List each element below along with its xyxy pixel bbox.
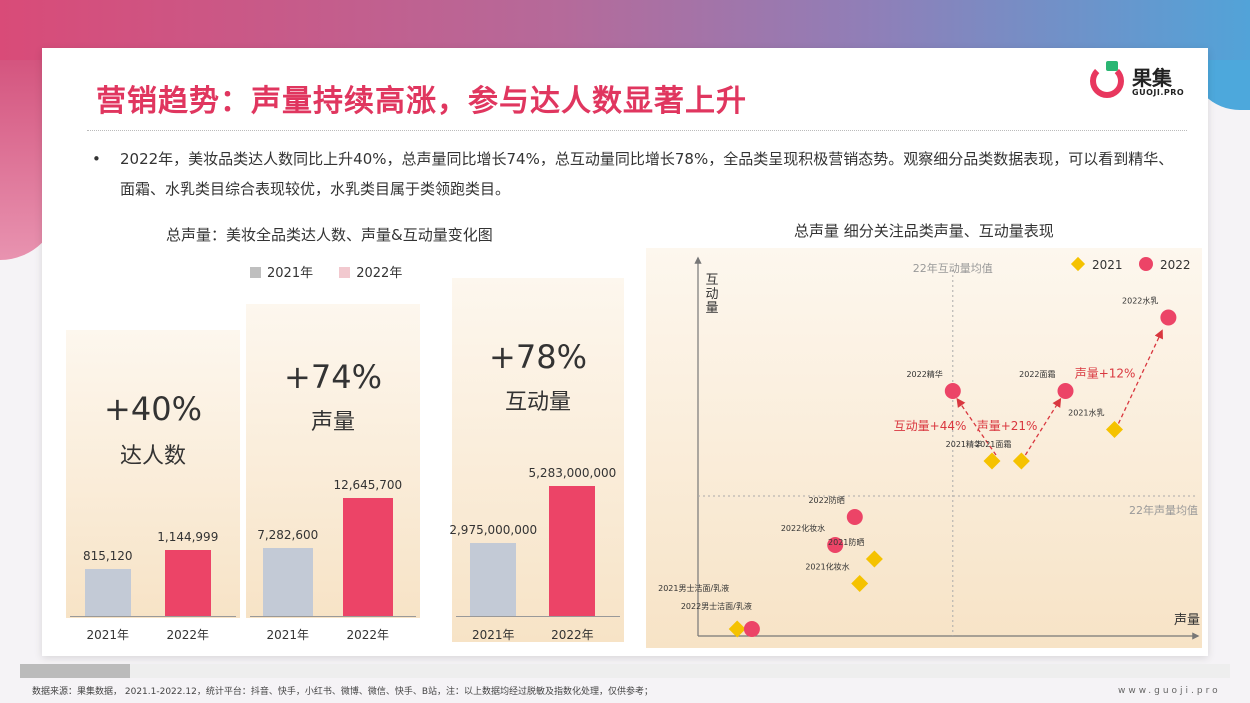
point-label: 2021男士洁面/乳液 <box>658 583 729 593</box>
bar-value-label: 2,975,000,000 <box>449 522 538 537</box>
scatter-chart: 声量 互动量 22年互动量均值 22年声量均值 2021 2022 声量+12% 声量+21%… <box>658 256 1200 640</box>
summary-text: 2022年，美妆品类达人数同比上升40%，总声量同比增长74%，总互动量同比增长… <box>120 150 1174 198</box>
data-source-note: 数据来源：果集数据， 2021.1-2022.12，统计平台：抖音、快手，小红书… <box>32 687 653 697</box>
bar-value-label: 815,120 <box>82 549 133 563</box>
growth-percent: +78% <box>489 338 587 376</box>
legend-label-2022: 2022 <box>1160 258 1191 272</box>
legend-swatch-2022 <box>339 267 351 278</box>
growth-annotation: 声量+21% <box>977 419 1038 433</box>
point-2021化妆水 <box>851 575 869 592</box>
point-2021精华 <box>983 452 1001 470</box>
point-label: 2022防晒 <box>808 495 844 505</box>
page-title: 营销趋势：声量持续高涨，参与达人数显著上升 <box>96 84 747 119</box>
point-2022精华 <box>944 383 961 399</box>
scatter-panel: 声量 互动量 22年互动量均值 22年声量均值 2021 2022 声量+12% 声量+21%… <box>646 248 1202 648</box>
point-2021水乳 <box>1106 421 1123 438</box>
title-divider <box>87 130 1187 131</box>
growth-arrow <box>1024 397 1062 456</box>
bar-legend: 2021年 2022年 <box>250 262 402 281</box>
metric-label: 达人数 <box>119 444 186 469</box>
metric-label: 互动量 <box>504 390 571 415</box>
point-2021面霜 <box>1012 452 1030 470</box>
point-label: 2021化妆水 <box>805 562 849 572</box>
x-tick-label: 2022年 <box>346 628 390 642</box>
point-label: 2022精华 <box>906 369 942 379</box>
growth-percent: +74% <box>284 358 382 396</box>
bar-chart-title: 总声量：美妆全品类达人数、声量&互动量变化图 <box>166 226 493 244</box>
point-2022防晒 <box>846 509 863 525</box>
bullet-icon: • <box>92 150 101 168</box>
logo-subtext: GUOJI.PRO <box>1132 88 1185 97</box>
y-axis-label: 互动量 <box>705 273 718 316</box>
scatter-title: 总声量 细分关注品类声量、互动量表现 <box>794 222 1054 240</box>
x-axis-label: 声量 <box>1174 613 1200 628</box>
point-2022水乳 <box>1160 309 1177 326</box>
bar-baseline <box>250 616 416 617</box>
content-card: 营销趋势：声量持续高涨，参与达人数显著上升 果集 GUOJI.PRO • 202… <box>42 48 1208 656</box>
bar-2021年 <box>262 548 313 616</box>
growth-arrow <box>1117 329 1163 424</box>
logo-text: 果集 <box>1132 66 1172 90</box>
bar-2022年 <box>164 550 211 616</box>
footer-url: www.guoji.pro <box>1118 686 1221 696</box>
bar-value-label: 1,144,999 <box>157 530 219 544</box>
point-2022面霜 <box>1057 383 1074 399</box>
bar-value-label: 7,282,600 <box>257 528 319 543</box>
bar-2021年 <box>470 542 517 616</box>
legend-marker-2022 <box>1139 257 1153 271</box>
x-reference-label: 22年互动量均值 <box>913 261 993 275</box>
bar-2021年 <box>84 569 131 616</box>
metric-label: 声量 <box>310 410 355 435</box>
x-tick-label: 2021年 <box>266 628 310 642</box>
x-tick-label: 2022年 <box>551 628 594 642</box>
bar-2022年 <box>342 498 393 616</box>
point-label: 2022化妆水 <box>781 523 825 533</box>
footer-bar-accent <box>20 664 130 678</box>
point-label: 2021水乳 <box>1068 408 1104 418</box>
growth-percent: +40% <box>104 390 202 428</box>
y-reference-label: 22年声量均值 <box>1129 503 1198 517</box>
brand-logo: 果集 GUOJI.PRO <box>1090 61 1200 102</box>
point-label: 2022男士洁面/乳液 <box>681 601 752 611</box>
legend-swatch-2021 <box>250 267 261 278</box>
growth-annotation: 互动量+44% <box>894 419 967 433</box>
point-label: 2022水乳 <box>1122 296 1158 306</box>
x-tick-label: 2022年 <box>166 628 210 642</box>
legend-marker-2021 <box>1070 256 1086 272</box>
bar-2022年 <box>549 486 596 616</box>
growth-arrow <box>956 397 997 456</box>
legend-label-2022: 2022年 <box>356 266 403 281</box>
bar-baseline <box>70 616 236 617</box>
point-label: 2021面霜 <box>975 440 1011 449</box>
point-2021男士洁面/乳液 <box>728 620 746 638</box>
bar-value-label: 5,283,000,000 <box>528 466 617 480</box>
legend-label-2021: 2021 <box>1092 258 1123 272</box>
bar-baseline <box>456 616 620 617</box>
footer-bar <box>20 664 1230 678</box>
point-label: 2022面霜 <box>1019 370 1055 379</box>
x-tick-label: 2021年 <box>86 628 130 642</box>
point-2022男士洁面/乳液 <box>743 621 760 637</box>
legend-label-2021: 2021年 <box>267 266 314 281</box>
point-2022化妆水 <box>827 537 844 553</box>
growth-annotation: 声量+12% <box>1075 367 1136 381</box>
x-tick-label: 2021年 <box>471 628 515 642</box>
point-2021防晒 <box>865 550 883 568</box>
point-label: 2021防晒 <box>828 537 864 547</box>
point-label: 2021精华 <box>946 439 982 449</box>
logo-icon <box>1090 61 1124 98</box>
bar-value-label: 12,645,700 <box>333 478 403 492</box>
